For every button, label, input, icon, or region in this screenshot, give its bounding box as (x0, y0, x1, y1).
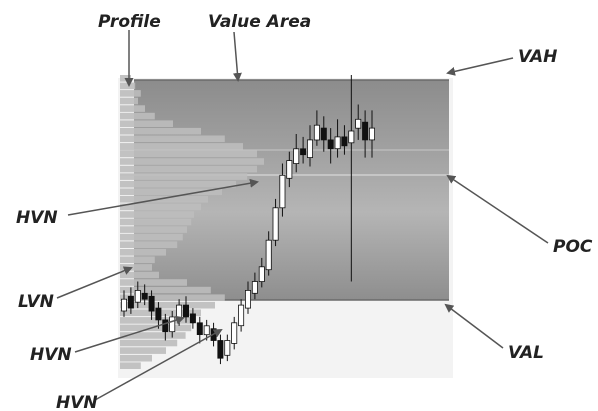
profile-bar (120, 203, 201, 211)
candle-body (313, 124, 320, 141)
candle-body (368, 127, 375, 141)
lvn-label: LVN (18, 292, 54, 312)
hvn-upper-label: HVN (16, 208, 58, 228)
volume-profile-bars (120, 75, 264, 369)
profile-bar (120, 180, 236, 188)
hvn-lower-arrow (94, 329, 223, 401)
profile-bar (120, 165, 257, 173)
candle-body (320, 127, 327, 141)
candle-body (265, 239, 272, 271)
poc-arrow (446, 174, 549, 244)
profile-bar (120, 249, 166, 256)
profile-bar (120, 241, 178, 248)
profile-bar (120, 264, 152, 271)
profile-bar (120, 286, 211, 294)
candle-body (121, 298, 128, 312)
candle-body (203, 325, 210, 336)
candle-body (300, 148, 307, 156)
profile-bar (120, 226, 187, 233)
profile-bar (120, 233, 183, 241)
profile-bar (120, 120, 173, 127)
profile-bar (120, 354, 152, 362)
profile-bar (120, 301, 215, 309)
profile-bar (120, 256, 155, 264)
lvn-arrow (56, 266, 133, 299)
profile-bar (120, 188, 222, 196)
candle-body (327, 139, 334, 150)
profile-bar (120, 317, 194, 324)
candle-body (182, 304, 189, 318)
val-arrow (444, 303, 504, 349)
candle-body (231, 322, 238, 344)
candle-body (306, 139, 313, 158)
candle-body (127, 295, 134, 309)
value-area-arrow (232, 31, 242, 82)
candle-body (189, 313, 196, 324)
profile-bar (120, 135, 225, 143)
candle-body (348, 130, 355, 144)
profile-bar (120, 196, 208, 203)
candle-body (244, 289, 251, 309)
price-candles (121, 75, 375, 365)
candle-body (134, 289, 141, 303)
candle-body (217, 340, 224, 359)
profile-bar (120, 339, 178, 347)
candle-body (196, 322, 203, 335)
profile-bar (120, 173, 248, 180)
vah-arrow (446, 57, 514, 76)
candle-body (272, 207, 279, 241)
profile-bar (120, 158, 264, 165)
poc-label: POC (553, 237, 593, 257)
hvn-lower-label: HVN (56, 393, 98, 411)
profile-label: Profile (98, 12, 161, 32)
candle-body (155, 307, 162, 321)
candle-body (362, 121, 369, 141)
profile-bar (120, 362, 141, 369)
profile-bar (120, 332, 186, 339)
candle-body (148, 295, 155, 312)
candle-body (341, 136, 348, 147)
candle-body (141, 292, 148, 300)
candle-body (251, 281, 258, 294)
candle-body (224, 340, 231, 356)
profile-bar (120, 143, 243, 150)
candle-body (286, 160, 293, 179)
profile-bar (120, 112, 155, 120)
candle-body (355, 118, 362, 129)
profile-bar (120, 150, 257, 158)
profile-bar (120, 347, 166, 354)
val-label: VAL (508, 343, 544, 363)
profile-bar (120, 105, 145, 112)
profile-bar (120, 324, 192, 332)
candle-body (334, 136, 341, 150)
profile-bar (120, 271, 159, 279)
profile-bar (120, 279, 187, 286)
hvn-middle-arrow (74, 315, 185, 353)
profile-bar (120, 90, 141, 97)
profile-bar (120, 127, 201, 135)
profile-bar (120, 218, 192, 226)
hvn-middle-label: HVN (30, 345, 72, 365)
candle-body (169, 316, 176, 333)
profile-bar (120, 82, 136, 90)
profile-bar (120, 294, 225, 301)
candle-body (176, 304, 183, 321)
profile-bar (120, 211, 194, 218)
candle-body (258, 266, 265, 282)
candle-body (238, 304, 245, 327)
profile-bar (120, 97, 138, 105)
hvn-upper-arrow (67, 178, 259, 216)
candle-body (293, 148, 300, 165)
candle-body (162, 319, 169, 333)
value-area-label: Value Area (208, 12, 311, 32)
candle-body (279, 174, 286, 209)
vah-label: VAH (518, 47, 557, 67)
